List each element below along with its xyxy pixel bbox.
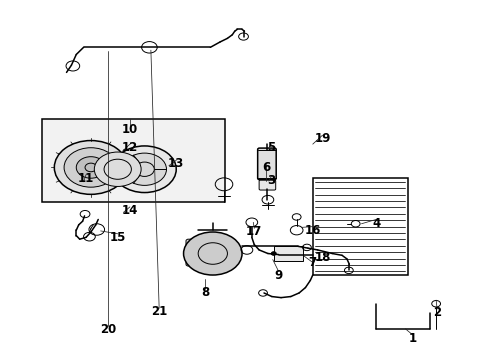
Circle shape (54, 140, 127, 194)
Circle shape (183, 232, 242, 275)
Text: 4: 4 (371, 216, 380, 230)
Text: 14: 14 (122, 204, 138, 217)
Text: 17: 17 (245, 225, 262, 238)
Bar (42, 119, 224, 202)
Circle shape (94, 152, 141, 186)
Circle shape (76, 157, 105, 178)
Text: 20: 20 (100, 323, 116, 336)
Circle shape (122, 153, 166, 185)
Text: 19: 19 (314, 132, 330, 145)
Bar (312, 178, 407, 275)
Text: 10: 10 (122, 123, 138, 136)
Text: 11: 11 (78, 172, 94, 185)
Text: 13: 13 (168, 157, 184, 170)
Text: 5: 5 (266, 141, 275, 154)
Text: 12: 12 (122, 141, 138, 154)
Text: 1: 1 (408, 332, 416, 345)
Text: 15: 15 (109, 231, 125, 244)
FancyBboxPatch shape (257, 148, 276, 180)
FancyBboxPatch shape (185, 239, 210, 266)
Bar (273, 246, 303, 261)
Circle shape (113, 146, 176, 193)
Text: 16: 16 (304, 224, 320, 237)
Text: 2: 2 (432, 306, 440, 319)
FancyBboxPatch shape (259, 180, 275, 190)
Text: 9: 9 (274, 269, 282, 282)
Text: 6: 6 (262, 161, 270, 174)
Text: 18: 18 (314, 251, 330, 264)
Text: 7: 7 (308, 256, 316, 269)
Circle shape (271, 252, 276, 255)
Text: 3: 3 (267, 174, 275, 186)
Text: 8: 8 (201, 287, 209, 300)
Circle shape (64, 148, 118, 187)
Text: 21: 21 (151, 306, 167, 319)
